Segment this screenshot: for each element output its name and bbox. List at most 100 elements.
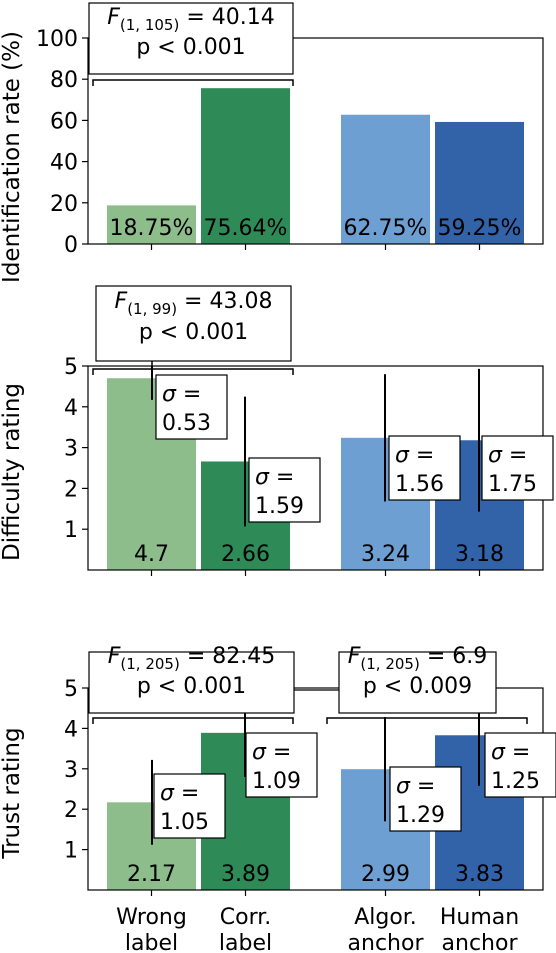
sigma-value: 1.56 bbox=[395, 472, 444, 497]
sigma-value: 1.25 bbox=[491, 769, 540, 794]
sigma-box bbox=[153, 773, 226, 839]
value-label: 3.89 bbox=[221, 862, 270, 887]
y-tick-label: 20 bbox=[50, 192, 78, 217]
f-df: (1, 105) bbox=[120, 16, 179, 34]
value-label: 2.99 bbox=[361, 862, 410, 887]
x-tick-label: anchor bbox=[442, 931, 519, 953]
f-statistic: F(1, 105) = 40.14 bbox=[107, 5, 274, 34]
significance-bracket bbox=[326, 717, 528, 724]
sigma-box bbox=[248, 457, 321, 523]
significance-bracket bbox=[92, 79, 294, 86]
x-tick-label: anchor bbox=[348, 931, 425, 953]
y-axis-label: Trust rating bbox=[0, 727, 25, 859]
bar-1 bbox=[107, 205, 196, 244]
sigma-box bbox=[481, 435, 554, 501]
y-tick-label: 5 bbox=[64, 677, 78, 702]
x-tick-label: Algor. bbox=[354, 905, 417, 930]
bar-3 bbox=[341, 114, 430, 244]
value-label: 62.75% bbox=[344, 216, 428, 241]
f-symbol: F bbox=[108, 644, 121, 669]
f-value: = 40.14 bbox=[179, 5, 274, 30]
y-tick-label: 100 bbox=[36, 27, 78, 52]
f-df: (1, 205) bbox=[360, 655, 419, 673]
sigma-symbol: σ = bbox=[252, 740, 291, 765]
y-tick-label: 1 bbox=[64, 839, 78, 864]
sigma-box bbox=[389, 766, 462, 832]
panel-2: 1 2 3 4 5 Difficulty rating 4.7 2.66 3.24 3.18 σ =… bbox=[0, 285, 554, 576]
x-tick-label: Human bbox=[440, 905, 519, 930]
stat-box bbox=[88, 651, 295, 714]
p-value: p < 0.001 bbox=[139, 320, 248, 345]
y-tick-label: 60 bbox=[50, 109, 78, 134]
sigma-value: 1.05 bbox=[160, 810, 209, 835]
significance-bracket bbox=[92, 368, 294, 375]
panel-1: 0 20 40 60 80 100 Identification rate (%) 18.75… bbox=[0, 2, 544, 283]
y-tick-label: 4 bbox=[64, 717, 78, 742]
y-tick-label: 1 bbox=[64, 518, 78, 543]
y-tick-label: 0 bbox=[64, 233, 78, 258]
sigma-box bbox=[155, 374, 228, 440]
f-value: = 6.9 bbox=[420, 644, 487, 669]
y-tick-label: 80 bbox=[50, 68, 78, 93]
f-value: = 82.45 bbox=[180, 644, 275, 669]
value-label: 3.24 bbox=[361, 542, 410, 567]
stat-box bbox=[95, 285, 292, 362]
y-tick-label: 40 bbox=[50, 151, 78, 176]
value-label: 59.25% bbox=[438, 216, 522, 241]
value-label: 2.17 bbox=[127, 862, 176, 887]
value-label: 4.7 bbox=[134, 542, 169, 567]
bar-2 bbox=[201, 88, 290, 244]
y-tick-label: 3 bbox=[64, 758, 78, 783]
sigma-symbol: σ = bbox=[396, 774, 435, 799]
y-tick-label: 3 bbox=[64, 437, 78, 462]
value-label: 2.66 bbox=[221, 542, 270, 567]
sigma-symbol: σ = bbox=[395, 443, 434, 468]
stat-box bbox=[88, 2, 294, 75]
sigma-value: 1.09 bbox=[252, 769, 301, 794]
sigma-symbol: σ = bbox=[160, 781, 199, 806]
stat-box bbox=[338, 651, 497, 714]
sigma-symbol: σ = bbox=[162, 382, 201, 407]
y-tick-label: 4 bbox=[64, 396, 78, 421]
sigma-symbol: σ = bbox=[491, 740, 530, 765]
f-df: (1, 205) bbox=[120, 655, 179, 673]
sigma-value: 1.29 bbox=[396, 803, 445, 828]
sigma-symbol: σ = bbox=[488, 443, 527, 468]
y-tick-label: 2 bbox=[64, 477, 78, 502]
x-tick-label: Corr. bbox=[220, 905, 272, 930]
sigma-value: 1.59 bbox=[255, 494, 304, 519]
value-label: 3.18 bbox=[455, 542, 504, 567]
value-label: 3.83 bbox=[455, 862, 504, 887]
significance-bracket bbox=[92, 717, 294, 724]
p-value: p < 0.009 bbox=[363, 674, 472, 699]
f-value: = 43.08 bbox=[177, 289, 272, 314]
sigma-value: 0.53 bbox=[162, 411, 211, 436]
f-symbol: F bbox=[107, 5, 120, 30]
x-tick-label: Wrong bbox=[116, 905, 187, 930]
sigma-value: 1.75 bbox=[488, 472, 537, 497]
sigma-box bbox=[484, 732, 556, 798]
value-label: 75.64% bbox=[204, 216, 288, 241]
sigma-box bbox=[245, 732, 318, 798]
value-label: 18.75% bbox=[110, 216, 194, 241]
f-df: (1, 99) bbox=[127, 300, 177, 318]
y-tick-label: 5 bbox=[64, 355, 78, 380]
f-symbol: F bbox=[115, 289, 128, 314]
f-statistic: F(1, 99) = 43.08 bbox=[115, 289, 273, 318]
sigma-symbol: σ = bbox=[255, 465, 294, 490]
p-value: p < 0.001 bbox=[136, 35, 245, 60]
f-statistic: F(1, 205) = 82.45 bbox=[108, 644, 275, 673]
f-symbol: F bbox=[348, 644, 361, 669]
panel-3: 1 2 3 4 5 Trust rating 2.17 3.89 2.99 3.83 σ = 1.05… bbox=[0, 644, 556, 896]
y-tick-label: 2 bbox=[64, 798, 78, 823]
p-value: p < 0.001 bbox=[137, 674, 246, 699]
sigma-box bbox=[388, 435, 461, 501]
y-axis-label: Identification rate (%) bbox=[0, 31, 25, 283]
bar-4 bbox=[435, 121, 524, 244]
f-statistic: F(1, 205) = 6.9 bbox=[348, 644, 488, 673]
x-tick-label: label bbox=[125, 931, 178, 953]
y-axis-label: Difficulty rating bbox=[0, 383, 25, 561]
axes-frame bbox=[87, 37, 544, 245]
x-tick-label: label bbox=[219, 931, 272, 953]
